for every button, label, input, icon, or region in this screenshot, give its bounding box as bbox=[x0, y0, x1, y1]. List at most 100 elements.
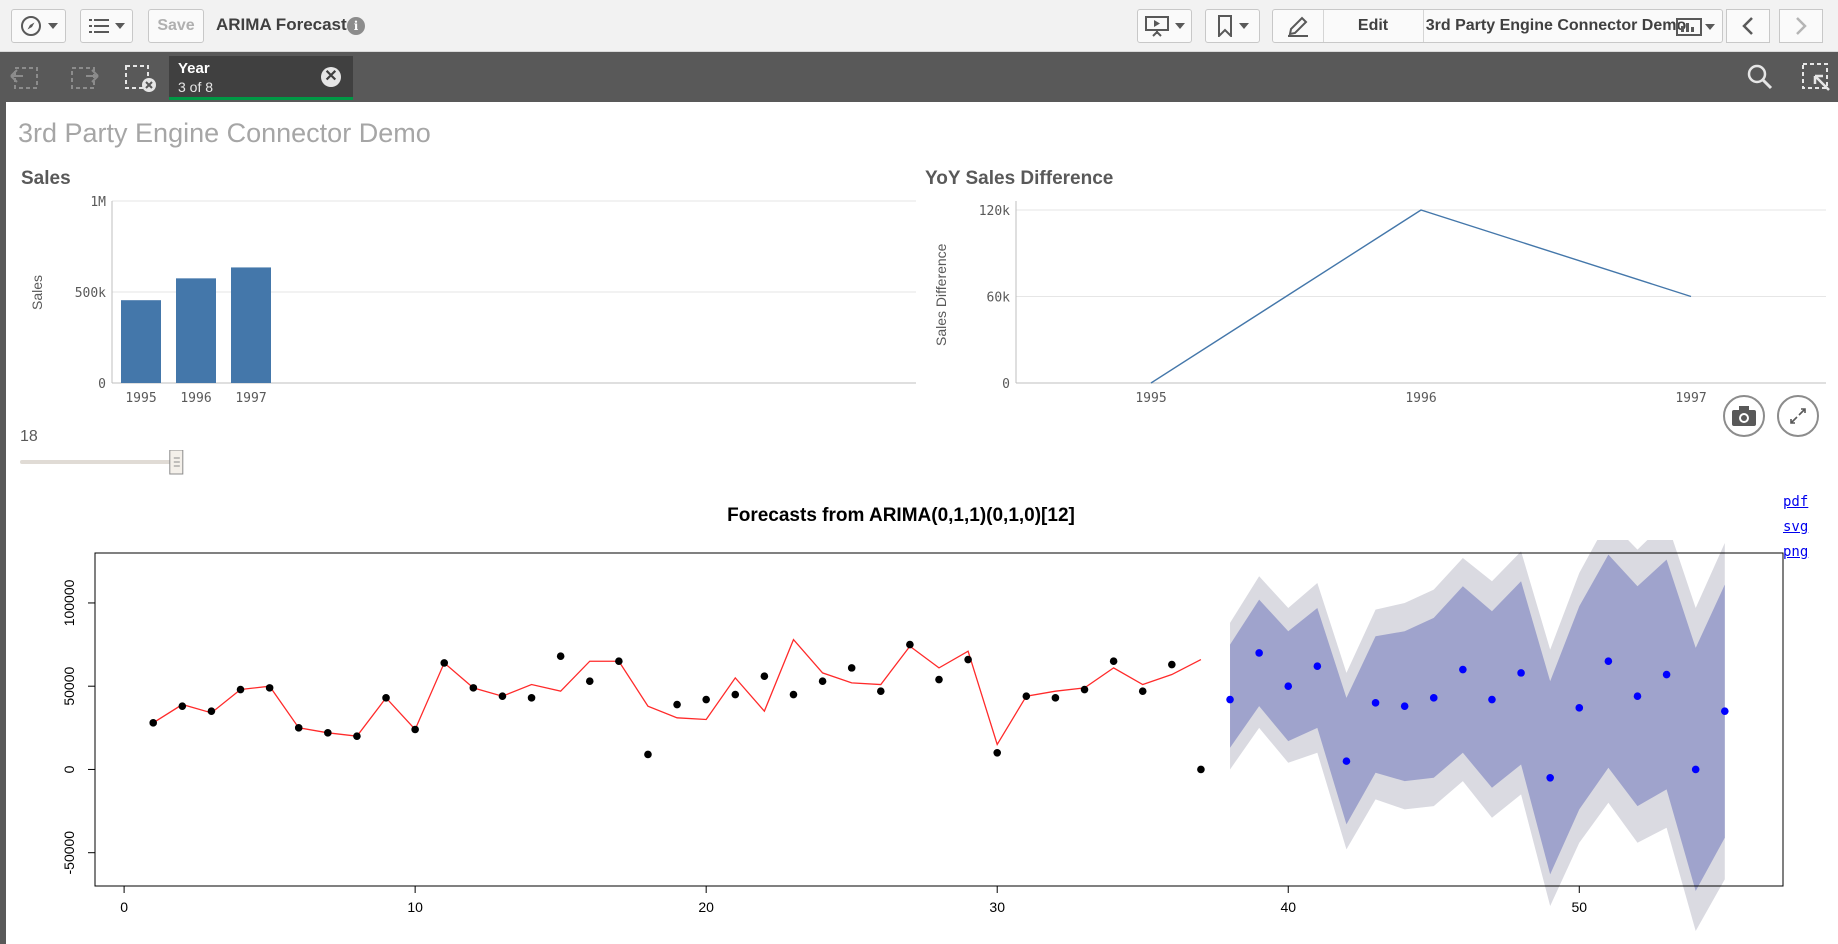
slider-value: 18 bbox=[20, 428, 38, 445]
chevron-down-icon bbox=[1705, 24, 1715, 30]
save-button[interactable]: Save bbox=[148, 9, 204, 43]
x-tick-label: 1995 bbox=[125, 391, 156, 406]
forecast-point bbox=[1400, 702, 1409, 710]
clear-field-button[interactable]: ✕ bbox=[321, 67, 341, 87]
forecast-point bbox=[1604, 657, 1613, 666]
top-toolbar: Save ARIMA Forecast i Edit 3rd Party Eng… bbox=[0, 0, 1838, 52]
chevron-down-icon bbox=[1174, 23, 1185, 29]
pencil-button[interactable] bbox=[1273, 10, 1324, 42]
compass-icon bbox=[20, 16, 41, 36]
x-tick-label: 1996 bbox=[180, 391, 211, 406]
actual-point bbox=[644, 750, 652, 759]
sheet-menu-button[interactable] bbox=[1676, 18, 1715, 36]
edit-sheet-group: Edit 3rd Party Engine Connector Demo bbox=[1272, 9, 1723, 43]
actual-point bbox=[527, 694, 536, 702]
download-png-link[interactable]: png bbox=[1783, 544, 1809, 560]
forecast-point bbox=[1720, 707, 1729, 715]
selection-field-count: 3 of 8 bbox=[178, 79, 214, 95]
actual-point bbox=[411, 725, 419, 734]
info-icon[interactable]: i bbox=[347, 17, 365, 35]
left-edge bbox=[0, 102, 6, 944]
actual-point bbox=[789, 690, 798, 699]
download-svg-link[interactable]: svg bbox=[1783, 519, 1809, 535]
x-tick-label: 1995 bbox=[1135, 391, 1166, 406]
app-title: ARIMA Forecast bbox=[216, 15, 347, 34]
selection-indicator bbox=[169, 97, 247, 100]
present-button[interactable] bbox=[1137, 9, 1192, 43]
yoy-y-axis-title: Sales Difference bbox=[933, 243, 949, 346]
sales-chart-title: Sales bbox=[21, 168, 71, 189]
x-tick-label: 40 bbox=[1280, 899, 1296, 915]
y-tick-label: 60k bbox=[987, 291, 1011, 306]
sheet-name-button[interactable]: 3rd Party Engine Connector Demo bbox=[1425, 17, 1687, 34]
previous-sheet-button[interactable] bbox=[1726, 9, 1770, 43]
actual-point bbox=[731, 690, 740, 699]
forecast-point bbox=[1429, 694, 1438, 702]
step-back-button[interactable] bbox=[9, 64, 41, 97]
snapshot-button[interactable] bbox=[1723, 395, 1765, 437]
chevron-right-icon bbox=[1796, 17, 1807, 35]
chevron-down-icon bbox=[114, 23, 125, 29]
forecast-point bbox=[1226, 695, 1234, 704]
actual-point bbox=[149, 719, 158, 727]
forecast-period-slider[interactable] bbox=[20, 450, 185, 476]
actual-point bbox=[440, 659, 449, 667]
edit-button[interactable]: Edit bbox=[1323, 10, 1424, 42]
forecast-point bbox=[1371, 699, 1380, 707]
assets-menu-button[interactable] bbox=[80, 9, 133, 43]
actual-point bbox=[1022, 692, 1031, 700]
y-tick-label: -50000 bbox=[61, 831, 77, 875]
actual-point bbox=[1138, 687, 1147, 695]
actual-point bbox=[906, 640, 914, 649]
slider-thumb[interactable] bbox=[169, 450, 184, 475]
chevron-down-icon bbox=[47, 23, 58, 29]
sales-bar-chart[interactable]: 1M 500k 0 1995 1996 1997 bbox=[60, 195, 920, 410]
actual-point bbox=[760, 672, 769, 681]
actual-point bbox=[265, 684, 274, 692]
search-icon bbox=[1747, 64, 1773, 90]
actual-point bbox=[236, 685, 245, 694]
x-tick-label: 1996 bbox=[1405, 391, 1436, 406]
selection-tool-button[interactable] bbox=[1801, 62, 1833, 97]
actual-point bbox=[615, 657, 623, 666]
step-forward-button[interactable] bbox=[68, 64, 100, 97]
step-forward-icon bbox=[71, 67, 99, 89]
sales-bar bbox=[176, 278, 216, 383]
forecast-plot-title: Forecasts from ARIMA(0,1,1)(0,1,0)[12] bbox=[727, 505, 1075, 526]
year-selection-chip[interactable]: Year 3 of 8 ✕ bbox=[169, 56, 353, 100]
pencil-icon bbox=[1288, 16, 1308, 37]
bookmarks-button[interactable] bbox=[1205, 9, 1260, 43]
y-tick-label: 0 bbox=[1002, 377, 1010, 392]
actual-point bbox=[993, 749, 1002, 757]
actual-point bbox=[935, 675, 943, 684]
chevron-left-icon bbox=[1742, 17, 1753, 35]
forecast-point bbox=[1313, 662, 1322, 671]
actual-point bbox=[382, 694, 390, 702]
actual-point bbox=[556, 652, 565, 661]
actual-point bbox=[702, 695, 710, 704]
actual-point bbox=[847, 664, 856, 672]
y-tick-label: 500k bbox=[75, 286, 106, 301]
actual-point bbox=[469, 684, 478, 692]
forecast-point bbox=[1662, 670, 1671, 679]
actual-point bbox=[673, 700, 681, 709]
slider-track bbox=[20, 460, 180, 464]
actual-point bbox=[353, 732, 361, 740]
next-sheet-button[interactable] bbox=[1779, 9, 1823, 43]
search-button[interactable] bbox=[1746, 63, 1774, 96]
y-tick-label: 100000 bbox=[61, 579, 77, 626]
list-icon bbox=[88, 19, 109, 33]
x-tick-label: 1997 bbox=[1675, 391, 1706, 406]
x-tick-label: 0 bbox=[120, 899, 128, 915]
actual-point bbox=[876, 687, 885, 695]
y-tick-label: 50000 bbox=[61, 667, 77, 706]
actual-point bbox=[1080, 685, 1089, 694]
global-menu-button[interactable] bbox=[11, 9, 66, 43]
actual-point bbox=[818, 677, 827, 686]
fullscreen-button[interactable] bbox=[1777, 395, 1819, 437]
download-pdf-link[interactable]: pdf bbox=[1783, 494, 1809, 510]
forecast-point bbox=[1517, 669, 1525, 677]
clear-selections-button[interactable] bbox=[124, 64, 158, 99]
yoy-line-chart[interactable]: 120k 60k 0 1995 1996 1997 bbox=[960, 195, 1830, 410]
fitted-line bbox=[152, 638, 1202, 747]
